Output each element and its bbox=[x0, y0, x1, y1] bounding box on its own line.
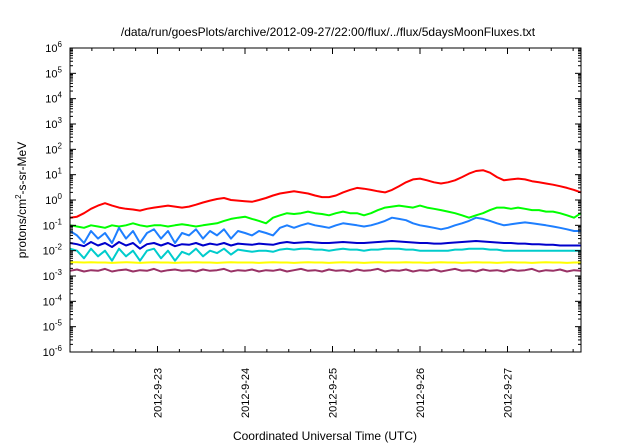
y-tick-label-exponent: -5 bbox=[55, 319, 63, 328]
series-line bbox=[70, 261, 581, 264]
y-tick-label-exponent: -1 bbox=[55, 217, 63, 226]
y-tick-label-exponent: -6 bbox=[55, 344, 63, 353]
y-tick-label: 103 bbox=[45, 116, 62, 131]
y-axis-label-exponent: 2 bbox=[14, 194, 23, 199]
x-tick-label: 2012-9-26 bbox=[415, 368, 427, 418]
y-tick-label-base: 10 bbox=[43, 220, 55, 232]
y-tick-label: 102 bbox=[45, 141, 62, 156]
plot-frame bbox=[69, 47, 582, 353]
y-tick-label: 10-5 bbox=[43, 319, 63, 334]
y-tick-label: 100 bbox=[45, 192, 62, 207]
y-tick-label-exponent: -3 bbox=[55, 268, 63, 277]
y-tick-label: 10-4 bbox=[43, 293, 63, 308]
series-line bbox=[69, 267, 582, 273]
series-line bbox=[69, 240, 581, 250]
x-tick-label: 2012-9-27 bbox=[503, 368, 515, 418]
series-line bbox=[69, 216, 581, 244]
series-line bbox=[69, 204, 582, 229]
y-tick-label: 105 bbox=[45, 65, 62, 80]
y-tick-label: 10-1 bbox=[43, 217, 63, 232]
x-tick-label: 2012-9-25 bbox=[328, 368, 340, 418]
y-tick-label-exponent: 3 bbox=[58, 116, 63, 125]
y-tick-label-base: 10 bbox=[43, 347, 55, 359]
y-tick-label-base: 10 bbox=[45, 119, 57, 131]
y-tick-label-base: 10 bbox=[45, 68, 57, 80]
y-axis-label-prefix: protons/cm bbox=[15, 199, 29, 258]
y-tick-label-exponent: 4 bbox=[58, 91, 63, 100]
y-axis-label-suffix: -s-sr-MeV bbox=[15, 142, 29, 195]
y-axis: 10-610-510-410-310-210-11001011021031041… bbox=[43, 40, 581, 359]
x-tick-label: 2012-9-24 bbox=[240, 368, 252, 418]
y-tick-label: 10-3 bbox=[43, 268, 63, 283]
y-tick-label-exponent: -2 bbox=[55, 243, 63, 252]
y-tick-label-exponent: -4 bbox=[55, 293, 63, 302]
y-tick-label-exponent: 0 bbox=[58, 192, 63, 201]
y-tick-label-base: 10 bbox=[43, 271, 55, 283]
y-tick-label: 106 bbox=[45, 40, 62, 55]
y-tick-label-base: 10 bbox=[45, 170, 57, 182]
y-tick-label: 10-6 bbox=[43, 344, 63, 359]
chart-title: /data/run/goesPlots/archive/2012-09-27/2… bbox=[121, 25, 536, 39]
y-tick-label-exponent: 2 bbox=[58, 141, 63, 150]
y-tick-label: 10-2 bbox=[43, 243, 63, 258]
y-tick-label-base: 10 bbox=[45, 43, 57, 55]
y-tick-label-base: 10 bbox=[45, 144, 57, 156]
y-tick-label: 104 bbox=[45, 91, 62, 106]
series-group bbox=[69, 169, 582, 273]
y-tick-label-base: 10 bbox=[45, 195, 57, 207]
series-line bbox=[69, 169, 582, 219]
y-tick-label-base: 10 bbox=[43, 296, 55, 308]
y-tick-label-base: 10 bbox=[43, 322, 55, 334]
series-line bbox=[69, 247, 581, 262]
y-tick-label-exponent: 1 bbox=[58, 167, 63, 176]
y-tick-label-exponent: 6 bbox=[58, 40, 63, 49]
y-tick-label-exponent: 5 bbox=[58, 65, 63, 74]
x-axis: 2012-9-23 2012-9-24 2012-9-25 2012-9-26 2012… bbox=[91, 48, 574, 418]
y-tick-label-base: 10 bbox=[45, 94, 57, 106]
y-axis-label: protons/cm2-s-sr-MeV bbox=[14, 142, 29, 258]
y-tick-label: 101 bbox=[45, 167, 62, 182]
x-tick-label: 2012-9-23 bbox=[153, 368, 165, 418]
y-tick-label-base: 10 bbox=[43, 246, 55, 258]
x-axis-label: Coordinated Universal Time (UTC) bbox=[233, 429, 417, 443]
